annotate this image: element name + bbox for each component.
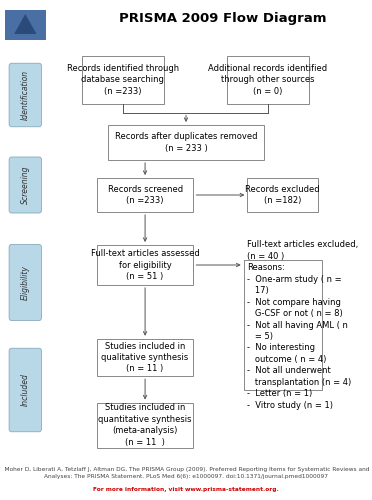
Bar bbox=[97, 402, 193, 448]
FancyBboxPatch shape bbox=[9, 63, 42, 126]
Polygon shape bbox=[14, 14, 36, 34]
FancyBboxPatch shape bbox=[9, 157, 42, 213]
Text: Records identified through
database searching
(n =233): Records identified through database sear… bbox=[67, 64, 179, 96]
Bar bbox=[227, 56, 309, 104]
Bar bbox=[108, 125, 264, 160]
Bar bbox=[97, 178, 193, 212]
Text: Records screened
(n =233): Records screened (n =233) bbox=[108, 185, 183, 205]
Bar bbox=[97, 339, 193, 376]
Text: From:  Moher D, Liberati A, Tetzlaff J, Altman DG, The PRISMA Group (2009). Pref: From: Moher D, Liberati A, Tetzlaff J, A… bbox=[0, 467, 372, 479]
Text: Identification: Identification bbox=[21, 70, 30, 120]
Text: For more information, visit www.prisma-statement.org.: For more information, visit www.prisma-s… bbox=[93, 486, 279, 492]
Bar bbox=[244, 260, 322, 390]
Text: Included: Included bbox=[21, 374, 30, 406]
Text: PRISMA 2009 Flow Diagram: PRISMA 2009 Flow Diagram bbox=[119, 12, 327, 25]
Text: Records after duplicates removed
(n = 233 ): Records after duplicates removed (n = 23… bbox=[115, 132, 257, 152]
Bar bbox=[82, 56, 164, 104]
Text: Screening: Screening bbox=[21, 166, 30, 204]
FancyBboxPatch shape bbox=[9, 348, 42, 432]
Bar bbox=[97, 245, 193, 285]
FancyBboxPatch shape bbox=[9, 244, 42, 320]
Bar bbox=[5, 10, 46, 40]
Text: Studies included in
qualitative synthesis
(n = 11 ): Studies included in qualitative synthesi… bbox=[102, 342, 189, 374]
Text: Records excluded
(n =182): Records excluded (n =182) bbox=[246, 185, 320, 205]
Text: Additional records identified
through other sources
(n = 0): Additional records identified through ot… bbox=[208, 64, 327, 96]
Bar bbox=[247, 178, 318, 212]
Text: Studies included in
quantitative synthesis
(meta-analysis)
(n = 11  ): Studies included in quantitative synthes… bbox=[98, 404, 192, 446]
Text: Full-text articles assessed
for eligibility
(n = 51 ): Full-text articles assessed for eligibil… bbox=[91, 249, 199, 281]
Text: Eligibility: Eligibility bbox=[21, 265, 30, 300]
Text: Full-text articles excluded,
(n = 40 )
Reasons:
-  One-arm study ( n =
   17)
- : Full-text articles excluded, (n = 40 ) R… bbox=[247, 240, 359, 410]
